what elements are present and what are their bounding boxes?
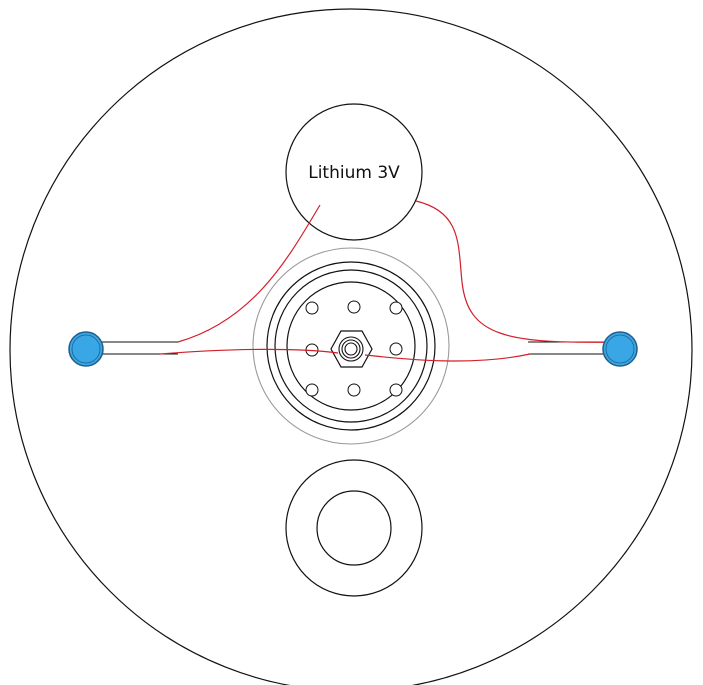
mount-hole bbox=[305, 301, 319, 315]
left-led bbox=[68, 331, 104, 367]
wire-battery-to-right-led bbox=[415, 200, 619, 343]
mount-hole bbox=[389, 383, 403, 397]
nut-ring-inner bbox=[344, 342, 358, 356]
battery-label: Lithium 3V bbox=[308, 163, 400, 183]
led-inner-ring bbox=[71, 334, 101, 364]
mount-hole bbox=[347, 383, 361, 397]
lower-port bbox=[285, 459, 423, 597]
hex-outline bbox=[330, 330, 373, 368]
wire-battery-to-left-led bbox=[177, 204, 321, 343]
mount-hole bbox=[389, 342, 403, 356]
mount-hole bbox=[347, 300, 361, 314]
hub-ring-3 bbox=[286, 281, 416, 411]
nut-ring-outer bbox=[338, 336, 364, 362]
mount-hole bbox=[389, 301, 403, 315]
center-hub bbox=[252, 247, 450, 445]
led-body bbox=[68, 331, 104, 367]
battery-cell: Lithium 3V bbox=[285, 103, 423, 241]
wire-left-to-hub bbox=[159, 348, 339, 355]
outer-disc bbox=[9, 8, 693, 685]
right-led bbox=[602, 331, 638, 367]
port-inner bbox=[316, 490, 392, 566]
wire-hub-to-right bbox=[364, 353, 531, 362]
led-body bbox=[602, 331, 638, 367]
led-inner-ring bbox=[605, 334, 635, 364]
port-outer bbox=[285, 459, 423, 597]
hub-outer-ring bbox=[252, 247, 450, 445]
hub-ring-2 bbox=[274, 269, 428, 423]
mount-hole bbox=[305, 383, 319, 397]
hex-nut bbox=[330, 330, 373, 368]
hub-ring-1 bbox=[266, 261, 436, 431]
wires bbox=[159, 200, 619, 362]
nut-ring-mid bbox=[341, 339, 361, 359]
